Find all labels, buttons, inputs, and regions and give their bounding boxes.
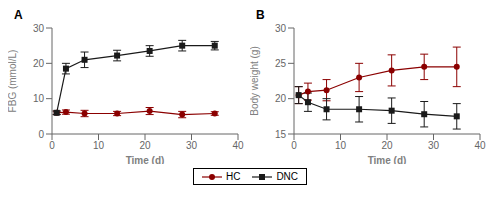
svg-text:10: 10 [335, 140, 347, 151]
svg-text:FBG (mmol/L): FBG (mmol/L) [8, 50, 18, 113]
svg-text:15: 15 [275, 129, 287, 140]
html-text:HC: HC [225, 171, 241, 182]
svg-text:40: 40 [474, 140, 486, 151]
svg-text:30: 30 [33, 23, 45, 34]
html-text:A: A [14, 8, 23, 22]
svg-text:20: 20 [381, 140, 393, 151]
svg-text:Time (d): Time (d) [126, 155, 165, 164]
svg-text:20: 20 [139, 140, 151, 151]
svg-text:20: 20 [275, 93, 287, 104]
svg-text:30: 30 [275, 23, 287, 34]
svg-text:30: 30 [186, 140, 198, 151]
svg-text:Time (d): Time (d) [368, 155, 407, 164]
svg-text:10: 10 [33, 93, 45, 104]
svg-text:25: 25 [275, 58, 287, 69]
svg-text:20: 20 [33, 58, 45, 69]
svg-text:10: 10 [93, 140, 105, 151]
svg-text:0: 0 [49, 140, 55, 151]
html-text:DNC: DNC [276, 171, 299, 182]
html-text:B: B [256, 8, 265, 22]
svg-text:30: 30 [428, 140, 440, 151]
svg-text:0: 0 [291, 140, 297, 151]
svg-text:0: 0 [38, 129, 44, 140]
svg-text:40: 40 [232, 140, 244, 151]
svg-text:Body weight (g): Body weight (g) [250, 46, 260, 115]
